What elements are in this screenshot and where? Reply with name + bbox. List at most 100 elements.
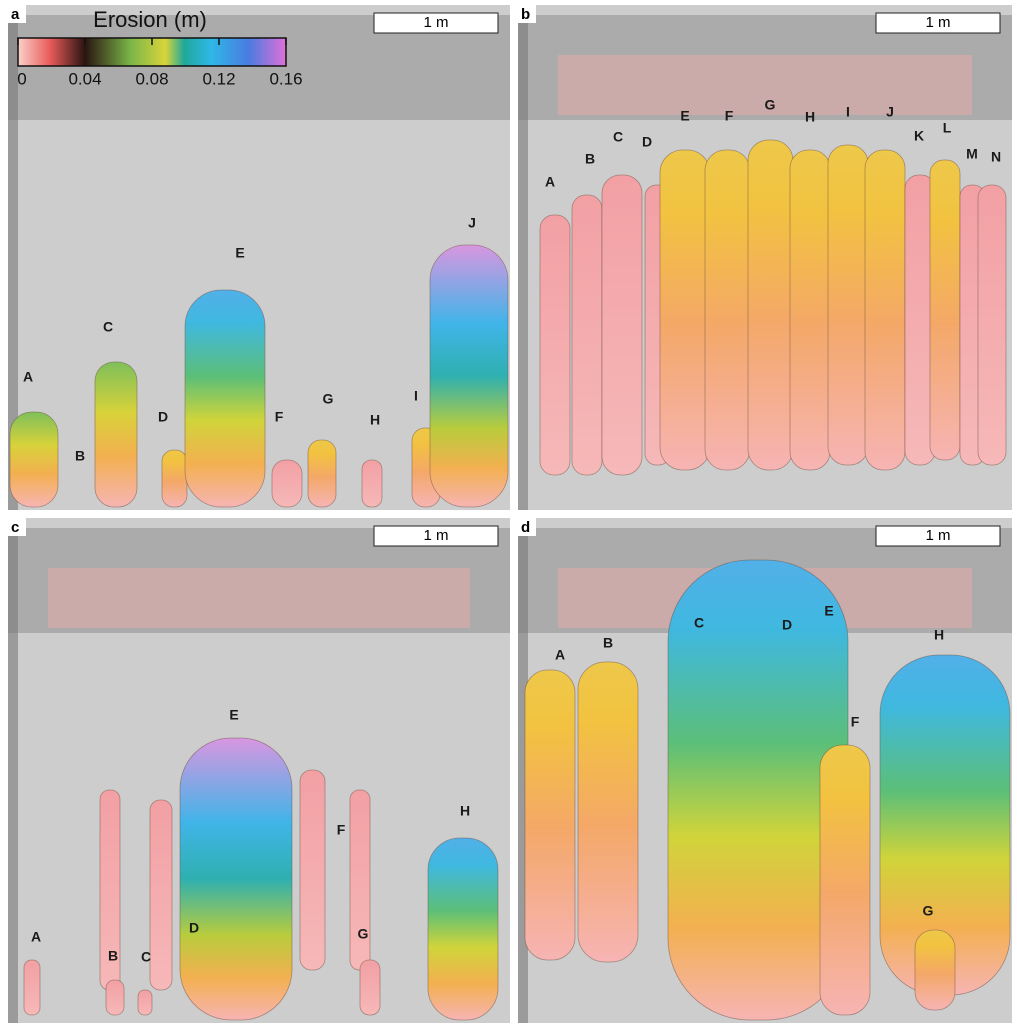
channel-label: A — [31, 929, 41, 945]
panel: d 1 m A B C D E F H G — [518, 518, 1012, 1023]
eroded-area — [827, 144, 869, 466]
panel-letter-box — [518, 518, 536, 536]
eroded-area — [299, 769, 326, 971]
eroded-area — [23, 959, 41, 1016]
eroded-area — [349, 789, 371, 971]
panel: b 1 m A B C D E F G H I J K LM N — [518, 5, 1012, 510]
eroded-area — [359, 959, 381, 1016]
channel-label: F — [851, 714, 860, 730]
channel-label: E — [824, 603, 833, 619]
panel-letter: b — [521, 6, 530, 23]
channel-label: D — [782, 617, 792, 633]
panel-letter-box — [8, 5, 26, 23]
eroded-area — [271, 459, 303, 508]
eroded-area — [977, 184, 1007, 466]
eroded-area — [161, 449, 188, 508]
channel-label: A — [545, 174, 555, 190]
panel: c 1 m E F H A B C D G — [8, 518, 510, 1023]
channel-label: C — [103, 319, 113, 335]
channel-label: H — [934, 627, 944, 643]
channel-label: B — [75, 448, 85, 464]
eroded-area — [427, 837, 499, 1021]
panel-letter-box — [518, 5, 536, 23]
eroded-area — [789, 149, 831, 471]
colorbar-tick-label: 0 — [17, 69, 26, 88]
panel-letter: c — [11, 519, 19, 536]
eroded-area — [747, 139, 794, 471]
channel-label: C — [613, 129, 623, 145]
eroded-area — [149, 799, 173, 991]
left-edge-shadow — [518, 518, 528, 1023]
eroded-area — [704, 149, 751, 471]
colorbar: Erosion (m) 0 0.04 0.08 0.12 0.16 — [17, 7, 303, 88]
channel-label: F — [725, 108, 734, 124]
channel-label: E — [229, 707, 238, 723]
channel-label: E — [680, 108, 689, 124]
channel-label: M — [966, 146, 978, 162]
eroded-area — [601, 174, 643, 476]
channel-label: A — [555, 647, 565, 663]
scale-bar-label: 1 m — [423, 14, 448, 31]
scale-bar — [875, 525, 1001, 547]
channel-label: I — [414, 388, 418, 404]
panel-letter: d — [521, 519, 530, 536]
channel-label: H — [370, 412, 380, 428]
channel-label: J — [468, 215, 476, 231]
eroded-area — [929, 159, 961, 461]
left-edge-shadow — [518, 5, 528, 510]
left-edge-shadow — [8, 518, 18, 1023]
colorbar-tick-label: 0.12 — [202, 69, 235, 88]
colorbar-tick-label: 0.08 — [135, 69, 168, 88]
colorbar-tick-label: 0.16 — [269, 69, 302, 88]
channel-label: G — [358, 926, 369, 942]
panel-letter-box — [8, 518, 26, 536]
eroded-area — [864, 149, 906, 471]
colorbar-tick-label: 0.04 — [68, 69, 101, 88]
channel-label: D — [158, 409, 168, 425]
eroded-area — [577, 661, 639, 963]
channel-label: C — [694, 615, 704, 631]
eroded-area — [184, 289, 266, 508]
scale-bar — [875, 12, 1001, 34]
scale-bar-label: 1 m — [925, 527, 950, 544]
colorbar-title: Erosion (m) — [93, 7, 207, 32]
eroded-area — [361, 459, 383, 508]
eroded-area — [819, 744, 871, 1016]
eroded-area — [9, 411, 59, 508]
scale-bar-label: 1 m — [925, 14, 950, 31]
panel: a 1 m A B C D E F G H I J — [8, 5, 510, 510]
scale-bar — [373, 12, 499, 34]
channel-label: A — [23, 369, 33, 385]
panels: a 1 m A B C D E F G H I Jb 1 m A B C D E F G H I J K LM Nc 1 m E F H A… — [8, 5, 1012, 1023]
channel-label: B — [585, 151, 595, 167]
channel-label: I — [846, 104, 850, 120]
channel-label: F — [337, 822, 346, 838]
channel-label: D — [189, 920, 199, 936]
channel-label: H — [460, 803, 470, 819]
channel-label: G — [923, 903, 934, 919]
eroded-area — [429, 244, 509, 508]
scale-bar-label: 1 m — [423, 527, 448, 544]
channel-label: E — [235, 245, 244, 261]
channel-label: J — [886, 104, 894, 120]
eroded-area — [571, 194, 603, 476]
channel-label: H — [805, 109, 815, 125]
channel-label: B — [108, 948, 118, 964]
channel-label: L — [943, 120, 952, 136]
eroded-area — [524, 669, 576, 961]
channel-label: G — [323, 391, 334, 407]
channel-label: C — [141, 949, 151, 965]
sediment-haze — [48, 568, 470, 628]
channel-label: B — [603, 635, 613, 651]
eroded-area — [307, 439, 337, 508]
eroded-area — [179, 737, 293, 1021]
sediment-haze — [558, 55, 972, 115]
eroded-area — [539, 214, 571, 476]
channel-label: F — [275, 409, 284, 425]
channel-label: N — [991, 149, 1001, 165]
panel-letter: a — [11, 6, 20, 23]
eroded-area — [94, 361, 138, 508]
eroded-area — [914, 929, 956, 1011]
eroded-area — [659, 149, 711, 471]
